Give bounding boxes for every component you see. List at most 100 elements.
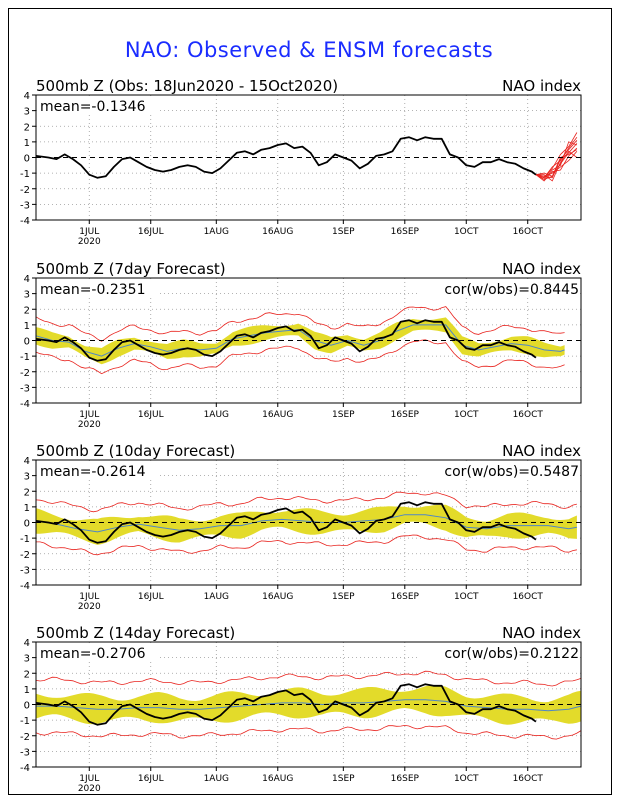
y-tick-label: -4 <box>20 399 30 410</box>
ensemble-max-line <box>35 491 577 513</box>
x-tick-label: 1SEP <box>332 774 355 784</box>
x-tick-label: 1OCT <box>454 410 479 420</box>
y-tick-label: 4 <box>24 638 30 649</box>
x-tick-label: 1JUL <box>79 774 99 784</box>
forecast-member-line <box>535 150 578 182</box>
x-tick-label: 16JUL <box>138 410 164 420</box>
y-tick-label: -4 <box>20 763 30 774</box>
correlation-label-bg <box>418 281 579 298</box>
x-tick-label: 16AUG <box>262 592 293 602</box>
y-tick-label: -3 <box>20 565 30 576</box>
outer-border <box>8 8 612 795</box>
x-tick-label: 1AUG <box>204 227 229 237</box>
x-tick-label: 16OCT <box>513 410 544 420</box>
mean-label-bg <box>38 645 160 662</box>
y-tick-label: -4 <box>20 581 30 592</box>
x-tick-label: 1SEP <box>332 410 355 420</box>
correlation-label-bg <box>418 645 579 662</box>
chart-panel-2: 500mb Z (7day Forecast) NAO index 4 3 2 1 0 -1 -… <box>20 260 582 430</box>
chart-panel-4: 500mb Z (14day Forecast) NAO index 4 3 2 1 0 -1… <box>20 624 582 794</box>
y-tick-label: -1 <box>20 352 30 363</box>
y-tick-label: 0 <box>24 519 30 530</box>
y-tick-label: 2 <box>24 669 30 680</box>
observed-nao-line <box>35 501 537 544</box>
y-tick-label: 1 <box>24 685 30 696</box>
x-tick-label: 16SEP <box>391 774 420 784</box>
y-tick-label: 4 <box>24 91 30 102</box>
figure-title: NAO: Observed & ENSM forecasts <box>124 38 494 62</box>
y-tick-label: -2 <box>20 550 30 561</box>
x-tick-label: 16AUG <box>262 410 293 420</box>
x-tick-label: 1OCT <box>454 774 479 784</box>
x-tick-label: 16JUL <box>138 592 164 602</box>
x-tick-label: 16OCT <box>513 774 544 784</box>
x-tick-label: 1AUG <box>204 774 229 784</box>
y-tick-label: -4 <box>20 216 30 227</box>
chart-panel-3: 500mb Z (10day Forecast) NAO index 4 3 2 1 0 -1… <box>20 442 582 612</box>
ensemble-spread-band <box>36 317 565 365</box>
panel-title: 500mb Z (14day Forecast) <box>36 624 235 642</box>
y-tick-label: -3 <box>20 383 30 394</box>
x-tick-label: 16AUG <box>262 774 293 784</box>
ensemble-max-line <box>35 670 582 687</box>
x-tick-label: 16OCT <box>513 592 544 602</box>
y-tick-label: 0 <box>24 701 30 712</box>
mean-label: mean=-0.2614 <box>40 464 146 480</box>
y-tick-label: 3 <box>24 107 30 118</box>
y-tick-label: -2 <box>20 732 30 743</box>
y-tick-label: -3 <box>20 747 30 758</box>
panel-title: 500mb Z (Obs: 18Jun2020 - 15Oct2020) <box>36 77 338 95</box>
mean-label-bg <box>38 98 160 115</box>
y-tick-label: 2 <box>24 122 30 133</box>
y-tick-label: 1 <box>24 138 30 149</box>
correlation-label: cor(w/obs)=0.5487 <box>444 464 579 480</box>
y-tick-label: -3 <box>20 200 30 211</box>
ensemble-max-line <box>35 306 565 342</box>
correlation-label: cor(w/obs)=0.2122 <box>444 646 579 662</box>
mean-label: mean=-0.2351 <box>40 282 145 298</box>
mean-label-bg <box>38 463 160 480</box>
x-tick-sublabel: 2020 <box>78 237 101 247</box>
panel-title: 500mb Z (10day Forecast) <box>36 442 235 460</box>
y-tick-label: 2 <box>24 487 30 498</box>
y-tick-label: -1 <box>20 716 30 727</box>
x-tick-sublabel: 2020 <box>78 602 101 612</box>
y-tick-label: 4 <box>24 456 30 467</box>
observed-nao-line <box>35 136 537 179</box>
x-tick-label: 16SEP <box>391 227 420 237</box>
forecast-member-line <box>535 132 578 179</box>
panel-index-label: NAO index <box>502 624 581 642</box>
x-tick-label: 16OCT <box>513 227 544 237</box>
x-tick-label: 1SEP <box>332 592 355 602</box>
mean-label-bg <box>38 281 160 298</box>
x-tick-label: 16SEP <box>391 592 420 602</box>
ensemble-min-line <box>36 534 577 556</box>
y-tick-label: -2 <box>20 368 30 379</box>
correlation-label: cor(w/obs)=0.8445 <box>444 282 579 298</box>
correlation-label-bg <box>418 463 579 480</box>
y-tick-label: 1 <box>24 321 30 332</box>
x-tick-label: 1JUL <box>79 227 99 237</box>
y-tick-label: 1 <box>24 503 30 514</box>
panel-index-label: NAO index <box>502 77 581 95</box>
x-tick-label: 16JUL <box>138 227 164 237</box>
y-tick-label: 0 <box>24 154 30 165</box>
x-tick-label: 1AUG <box>204 410 229 420</box>
y-tick-label: 0 <box>24 337 30 348</box>
x-tick-label: 16JUL <box>138 774 164 784</box>
ensemble-min-line <box>35 724 582 740</box>
y-tick-label: -1 <box>20 534 30 545</box>
panel-title: 500mb Z (7day Forecast) <box>36 260 226 278</box>
y-tick-label: -1 <box>20 169 30 180</box>
y-tick-label: -2 <box>20 185 30 196</box>
x-tick-sublabel: 2020 <box>78 420 101 430</box>
panel-index-label: NAO index <box>502 260 581 278</box>
x-tick-sublabel: 2020 <box>78 784 101 794</box>
forecast-member-line <box>535 140 578 179</box>
observed-nao-line <box>35 683 537 726</box>
ensemble-mean-line <box>35 324 565 357</box>
y-tick-label: 3 <box>24 472 30 483</box>
mean-label: mean=-0.1346 <box>40 99 146 115</box>
x-tick-label: 1SEP <box>332 227 355 237</box>
